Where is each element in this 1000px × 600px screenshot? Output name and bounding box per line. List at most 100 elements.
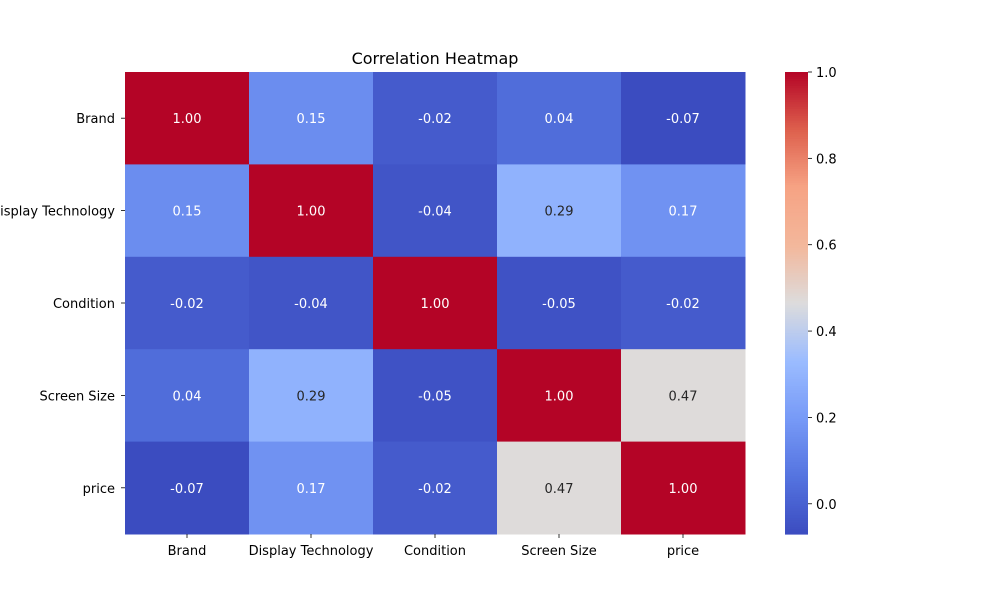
colorbar-segment — [785, 272, 808, 276]
colorbar-segment — [785, 95, 808, 99]
y-tick-label: Brand — [76, 112, 115, 127]
colorbar-segment — [785, 266, 808, 269]
colorbar-segment — [785, 397, 808, 401]
colorbar-segment — [785, 279, 808, 283]
colorbar-segment — [785, 330, 808, 334]
cell-value-label: -0.02 — [418, 482, 452, 497]
colorbar-segment — [785, 469, 808, 473]
colorbar-segment — [785, 145, 808, 149]
colorbar-segment — [785, 270, 808, 274]
colorbar-segment — [785, 379, 808, 383]
colorbar-segment — [785, 473, 808, 477]
colorbar-segment — [785, 155, 808, 159]
colorbar-segment — [785, 381, 808, 385]
colorbar-segment — [785, 323, 808, 327]
heatmap-cell — [249, 349, 374, 443]
colorbar-segment — [785, 233, 808, 237]
cell-value-label: -0.05 — [418, 389, 452, 404]
colorbar-segment — [785, 441, 808, 445]
colorbar-segment — [785, 312, 808, 316]
colorbar-segment — [785, 464, 808, 468]
colorbar-segment — [785, 353, 808, 357]
colorbar-segment — [785, 245, 808, 249]
cell-value-label: 0.29 — [297, 389, 326, 404]
y-tick-label: Screen Size — [39, 389, 115, 404]
colorbar-segment — [785, 219, 808, 223]
heatmap-cell — [497, 349, 622, 443]
colorbar-segment — [785, 83, 808, 87]
colorbar-segment — [785, 342, 808, 346]
colorbar: 0.0 0.2 0.4 0.6 0.8 1.0 — [785, 66, 837, 535]
heatmap-cell — [249, 164, 374, 258]
colorbar-segment — [785, 150, 808, 154]
colorbar-segment — [785, 178, 808, 182]
colorbar-segment — [785, 430, 808, 433]
colorbar-segment — [785, 185, 808, 189]
colorbar-segment — [785, 164, 808, 168]
colorbar-segment — [785, 127, 808, 131]
colorbar-segment — [785, 111, 808, 115]
colorbar-segment — [785, 284, 808, 288]
colorbar-segment — [785, 372, 808, 376]
colorbar-segment — [785, 427, 808, 431]
colorbar-segment — [785, 252, 808, 256]
colorbar-segment — [785, 90, 808, 94]
heatmap-cell — [497, 164, 622, 258]
colorbar-segment — [785, 307, 808, 311]
colorbar-segment — [785, 478, 808, 482]
colorbar-segment — [785, 115, 808, 119]
cell-value-label: 0.29 — [545, 205, 574, 220]
colorbar-segment — [785, 374, 808, 378]
colorbar-segment — [785, 92, 808, 96]
colorbar-segment — [785, 453, 808, 457]
cell-value-label: 0.15 — [173, 205, 202, 220]
heatmap-cell — [373, 164, 498, 258]
colorbar-segment — [785, 203, 808, 207]
heatmap-cell — [621, 72, 746, 165]
cell-value-label: -0.04 — [294, 297, 328, 312]
heatmap-cell — [249, 441, 374, 535]
colorbar-segment — [785, 238, 808, 242]
colorbar-segment — [785, 113, 808, 117]
colorbar-segment — [785, 293, 808, 297]
x-tick-labels: Brand Display Technology Condition Screen S… — [168, 534, 699, 559]
colorbar-segment — [785, 136, 808, 140]
heatmap-cell — [497, 72, 622, 165]
colorbar-segment — [785, 169, 808, 172]
colorbar-segment — [785, 300, 808, 304]
colorbar-segment — [785, 326, 808, 330]
colorbar-segment — [785, 321, 808, 325]
colorbar-segment — [785, 508, 808, 512]
cell-value-label: 1.00 — [421, 297, 450, 312]
colorbar-segment — [785, 118, 808, 122]
cell-value-label: -0.02 — [666, 297, 700, 312]
colorbar-segment — [785, 298, 808, 302]
colorbar-segment — [785, 425, 808, 429]
colorbar-segment — [785, 363, 808, 366]
colorbar-segment — [785, 390, 808, 394]
colorbar-segment — [785, 231, 808, 235]
colorbar-segment — [785, 436, 808, 440]
colorbar-tick-label: 0.4 — [816, 325, 837, 340]
colorbar-segment — [785, 450, 808, 454]
colorbar-segment — [785, 263, 808, 267]
colorbar-segment — [785, 365, 808, 369]
colorbar-segment — [785, 247, 808, 251]
colorbar-segment — [785, 492, 808, 496]
colorbar-segment — [785, 224, 808, 228]
colorbar-segment — [785, 88, 808, 92]
colorbar-segment — [785, 328, 808, 332]
colorbar-segment — [785, 106, 808, 110]
colorbar-segment — [785, 460, 808, 463]
colorbar-segment — [785, 256, 808, 260]
colorbar-segment — [785, 383, 808, 387]
colorbar-segment — [785, 180, 808, 184]
colorbar-segment — [785, 171, 808, 175]
colorbar-segment — [785, 102, 808, 105]
heatmap-cell — [125, 441, 250, 535]
heatmap-cell — [373, 72, 498, 165]
chart-title: Correlation Heatmap — [352, 49, 519, 68]
colorbar-segment — [785, 432, 808, 436]
colorbar-segment — [785, 411, 808, 415]
colorbar-segment — [785, 157, 808, 161]
